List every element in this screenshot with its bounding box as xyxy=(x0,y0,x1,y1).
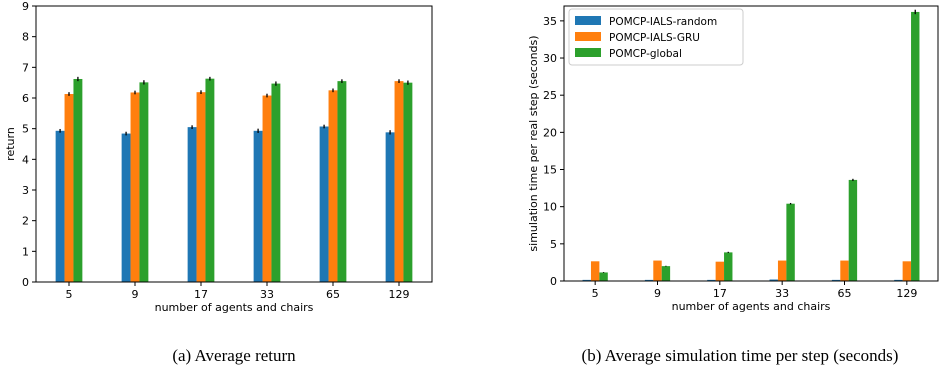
bar-time-0-3 xyxy=(769,279,778,281)
bar-time-1-2 xyxy=(715,261,725,281)
bar-time-1-3 xyxy=(777,260,787,281)
legend-box xyxy=(568,8,744,66)
x-tick-label: 33 xyxy=(260,288,274,301)
y-tick-label: 4 xyxy=(22,153,29,166)
bar-return-0-1 xyxy=(121,133,131,282)
bar-time-2-5 xyxy=(911,11,920,281)
x-tick-label: 5 xyxy=(66,288,73,301)
x-tick-label: 129 xyxy=(896,287,917,300)
bar-return-2-2 xyxy=(205,78,215,283)
y-tick-label: 35 xyxy=(543,15,557,28)
legend-label: POMCP-IALS-GRU xyxy=(609,32,700,44)
x-tick-label: 65 xyxy=(838,287,852,300)
caption-a: (a) Average return xyxy=(172,346,296,365)
bar-return-0-4 xyxy=(319,126,329,283)
x-tick-label: 9 xyxy=(654,287,661,300)
bar-return-1-1 xyxy=(130,92,140,282)
axes-frame xyxy=(563,5,939,282)
bar-return-0-2 xyxy=(187,127,197,282)
panel-average-return: 5 9 17 33 65 129 0 1 2 3 4 5 6 7 8 9 number of agents an… xyxy=(4,0,433,314)
bar-return-1-3 xyxy=(262,95,272,283)
bar-return-0-5 xyxy=(385,132,395,282)
bar-return-1-0 xyxy=(64,94,74,282)
bar-return-2-1 xyxy=(139,82,149,282)
y-tick-label: 5 xyxy=(22,123,29,136)
bar-time-1-1 xyxy=(653,260,662,281)
x-axis-label: number of agents and chairs xyxy=(155,301,314,314)
y-axis-label: simulation time per real step (seconds) xyxy=(527,35,540,251)
bar-return-1-5 xyxy=(394,81,404,282)
legend-label: POMCP-IALS-random xyxy=(609,16,717,28)
bar-time-1-4 xyxy=(840,260,849,281)
y-tick-label: 25 xyxy=(543,89,557,102)
bar-time-0-4 xyxy=(831,279,841,281)
y-tick-label: 6 xyxy=(22,92,29,105)
bar-return-2-4 xyxy=(337,81,347,282)
bar-time-1-5 xyxy=(902,261,912,281)
bar-time-2-3 xyxy=(786,203,795,281)
y-tick-label: 8 xyxy=(22,31,29,44)
x-tick-label: 33 xyxy=(775,287,789,300)
y-tick-label: 20 xyxy=(543,126,557,139)
caption-b: (b) Average simulation time per step (se… xyxy=(582,346,899,365)
x-tick-label: 17 xyxy=(713,287,727,300)
bar-return-1-2 xyxy=(196,92,206,282)
y-tick-label: 2 xyxy=(22,215,29,228)
bar-time-0-1 xyxy=(644,279,654,281)
bar-time-0-0 xyxy=(582,279,591,281)
x-axis-label: number of agents and chairs xyxy=(672,300,831,313)
y-tick-label: 3 xyxy=(22,184,29,197)
axes-frame xyxy=(35,5,433,283)
bar-time-2-0 xyxy=(599,272,608,281)
y-tick-label: 0 xyxy=(550,275,557,288)
bar-return-2-0 xyxy=(73,78,83,282)
bar-return-2-5 xyxy=(403,82,413,283)
bar-time-0-5 xyxy=(894,279,903,281)
x-tick-label: 9 xyxy=(132,288,139,301)
panel-simulation-time: 5 9 17 33 65 129 0 5 10 15 20 25 30 35 number of agent… xyxy=(527,5,939,313)
bar-return-0-3 xyxy=(253,130,263,282)
x-tick-label: 5 xyxy=(592,287,599,300)
bar-time-2-4 xyxy=(848,179,858,281)
bar-time-2-1 xyxy=(661,266,671,281)
y-axis-label: return xyxy=(4,127,17,161)
x-tick-label: 129 xyxy=(389,288,410,301)
legend-swatch xyxy=(575,32,601,41)
legend-swatch xyxy=(575,16,601,25)
legend-swatch xyxy=(575,48,601,57)
legend-label: POMCP-global xyxy=(609,48,682,60)
y-tick-label: 7 xyxy=(22,61,29,74)
y-tick-label: 9 xyxy=(22,0,29,13)
x-tick-label: 17 xyxy=(194,288,208,301)
y-tick-label: 1 xyxy=(22,245,29,258)
bar-return-1-4 xyxy=(328,90,338,282)
y-tick-label: 10 xyxy=(543,201,557,214)
bar-time-1-0 xyxy=(590,261,600,281)
y-tick-label: 0 xyxy=(22,276,29,289)
y-tick-label: 5 xyxy=(550,238,557,251)
y-tick-label: 15 xyxy=(543,164,557,177)
y-tick-label: 30 xyxy=(543,52,557,65)
bar-return-0-0 xyxy=(55,130,65,282)
bar-time-0-2 xyxy=(707,279,716,281)
x-tick-label: 65 xyxy=(326,288,340,301)
bar-time-2-2 xyxy=(724,252,733,281)
bar-return-2-3 xyxy=(271,83,281,282)
